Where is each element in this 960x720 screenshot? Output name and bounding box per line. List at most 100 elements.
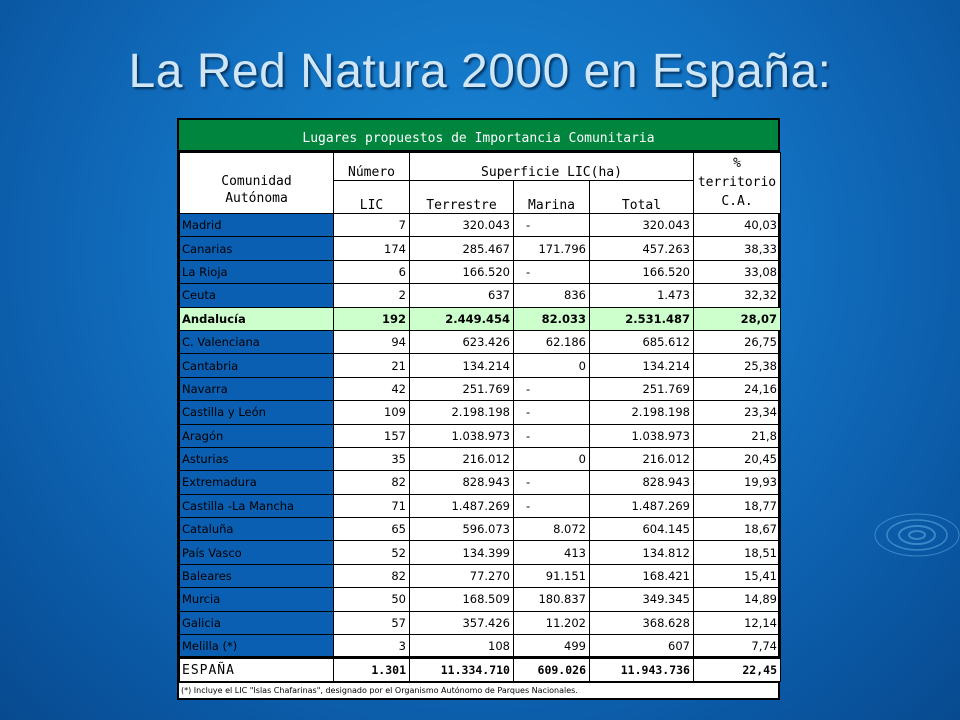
- cell-percent: 40,03: [693, 212, 781, 238]
- cell-community: ESPAÑA: [179, 656, 334, 683]
- header-numero: Número: [333, 152, 410, 181]
- table-row: Melilla (*) 3 108 499 607 7,74: [179, 634, 781, 659]
- ripple-decoration-icon: [874, 513, 960, 557]
- table-row: Canarias 174 285.467 171.796 457.263 38,33: [179, 236, 781, 261]
- cell-lic: 50: [333, 587, 410, 612]
- cell-community: Aragón: [179, 423, 334, 448]
- cell-lic: 57: [333, 610, 410, 636]
- header-percent: % territorio C.A.: [693, 152, 781, 214]
- cell-marina: 91.151: [513, 563, 590, 589]
- cell-percent: 20,45: [693, 446, 781, 472]
- cell-marina: -: [513, 400, 590, 425]
- cell-total: 607: [589, 634, 694, 659]
- cell-community: Castilla -La Mancha: [179, 493, 334, 519]
- cell-terrestre: 596.073: [409, 517, 514, 542]
- table-row: Castilla -La Mancha 71 1.487.269-1.487.269…: [179, 493, 781, 519]
- table-row: Castilla y León 109 2.198.198-2.198.198 23,…: [179, 400, 781, 425]
- cell-marina: 836: [513, 283, 590, 308]
- cell-terrestre: 2.449.454: [409, 306, 514, 331]
- cell-lic: 71: [333, 493, 410, 519]
- cell-community: Murcia: [179, 587, 334, 612]
- cell-percent: 28,07: [693, 306, 781, 331]
- cell-terrestre: 168.509: [409, 587, 514, 612]
- cell-lic: 7: [333, 212, 410, 238]
- header-ca: C.A.: [721, 194, 753, 209]
- table-row: Navarra 42 251.769-251.769 24,16: [179, 376, 781, 402]
- cell-total: 1.473: [589, 283, 694, 308]
- cell-percent: 18,77: [693, 493, 781, 519]
- cell-community: Castilla y León: [179, 400, 334, 425]
- cell-total: 134.214: [589, 353, 694, 378]
- cell-community: Asturias: [179, 446, 334, 472]
- cell-total: 216.012: [589, 446, 694, 472]
- cell-total: 604.145: [589, 517, 694, 542]
- cell-percent: 23,34: [693, 400, 781, 425]
- cell-total: 134.812: [589, 540, 694, 565]
- table-caption: Lugares propuestos de Importancia Comuni…: [179, 120, 778, 152]
- cell-total: 11.943.736: [589, 656, 694, 683]
- cell-total: 2.198.198: [589, 400, 694, 425]
- cell-lic: 65: [333, 517, 410, 542]
- cell-lic: 42: [333, 376, 410, 402]
- cell-percent: 22,45: [693, 656, 781, 683]
- cell-percent: 38,33: [693, 236, 781, 261]
- cell-marina: -: [513, 212, 590, 238]
- cell-terrestre: 166.520: [409, 259, 514, 285]
- cell-community: La Rioja: [179, 259, 334, 285]
- cell-percent: 18,51: [693, 540, 781, 565]
- table-row: Galicia 57 357.426 11.202 368.628 12,14: [179, 610, 781, 636]
- cell-terrestre: 828.943: [409, 470, 514, 495]
- header-marina: Marina: [513, 180, 590, 214]
- cell-terrestre: 108: [409, 634, 514, 659]
- table-row: Ceuta 2 637 836 1.473 32,32: [179, 283, 781, 308]
- cell-terrestre: 251.769: [409, 376, 514, 402]
- cell-lic: 1.301: [333, 656, 410, 683]
- cell-terrestre: 216.012: [409, 446, 514, 472]
- cell-marina: 0: [513, 353, 590, 378]
- cell-percent: 15,41: [693, 563, 781, 589]
- cell-community: Cantabria: [179, 353, 334, 378]
- cell-total: 2.531.487: [589, 306, 694, 331]
- cell-lic: 82: [333, 470, 410, 495]
- cell-terrestre: 285.467: [409, 236, 514, 261]
- header-lic: LIC: [333, 180, 410, 214]
- cell-lic: 21: [333, 353, 410, 378]
- lic-table: Lugares propuestos de Importancia Comuni…: [177, 118, 781, 701]
- cell-community: Navarra: [179, 376, 334, 402]
- cell-lic: 157: [333, 423, 410, 448]
- table-body: Madrid 7 320.043-320.043 40,03 Canarias 174 28…: [179, 212, 781, 683]
- footnote: (*) Incluye el LIC "Islas Chafarinas", d…: [179, 682, 778, 698]
- cell-terrestre: 637: [409, 283, 514, 308]
- cell-lic: 94: [333, 329, 410, 355]
- cell-total: 368.628: [589, 610, 694, 636]
- cell-percent: 14,89: [693, 587, 781, 612]
- header-total: Total: [589, 180, 694, 214]
- cell-terrestre: 134.399: [409, 540, 514, 565]
- cell-terrestre: 357.426: [409, 610, 514, 636]
- cell-marina: -: [513, 376, 590, 402]
- cell-marina: 62.186: [513, 329, 590, 355]
- cell-marina: -: [513, 259, 590, 285]
- cell-marina: -: [513, 423, 590, 448]
- cell-lic: 3: [333, 634, 410, 659]
- table-row: Murcia 50 168.509 180.837 349.345 14,89: [179, 587, 781, 612]
- table-row: Cantabria 21 134.214 0 134.214 25,38: [179, 353, 781, 378]
- cell-percent: 26,75: [693, 329, 781, 355]
- cell-lic: 82: [333, 563, 410, 589]
- cell-percent: 33,08: [693, 259, 781, 285]
- cell-total: 251.769: [589, 376, 694, 402]
- cell-marina: -: [513, 470, 590, 495]
- cell-terrestre: 623.426: [409, 329, 514, 355]
- cell-community: País Vasco: [179, 540, 334, 565]
- cell-total: 349.345: [589, 587, 694, 612]
- cell-community: Canarias: [179, 236, 334, 261]
- cell-community: Baleares: [179, 563, 334, 589]
- cell-total: 320.043: [589, 212, 694, 238]
- cell-percent: 18,67: [693, 517, 781, 542]
- cell-total: 166.520: [589, 259, 694, 285]
- cell-lic: 174: [333, 236, 410, 261]
- cell-percent: 24,16: [693, 376, 781, 402]
- cell-community: Cataluña: [179, 517, 334, 542]
- slide-title: La Red Natura 2000 en España:: [128, 45, 832, 98]
- table-row: Extremadura 82 828.943-828.943 19,93: [179, 470, 781, 495]
